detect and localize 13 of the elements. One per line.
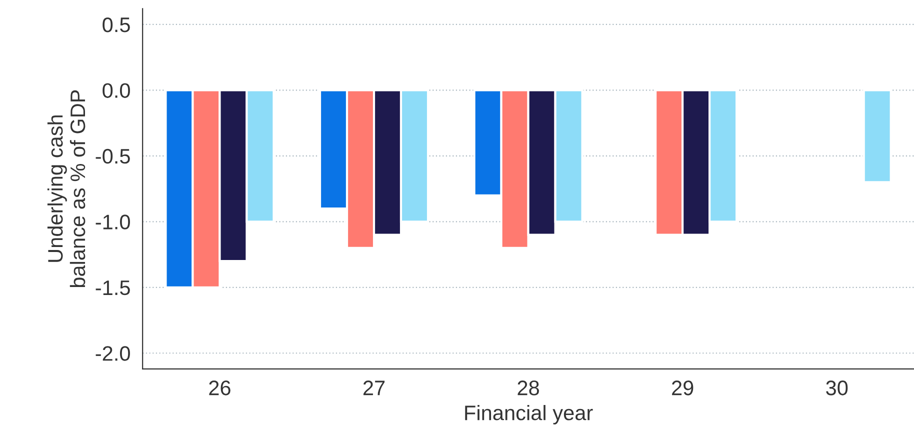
- x-tick-label: 30: [826, 380, 848, 396]
- y-tick-label: -2.0: [96, 346, 130, 361]
- x-tick-label: 28: [518, 380, 539, 396]
- x-axis-title: Financial year: [465, 404, 593, 424]
- y-tick-label: 0.0: [102, 83, 130, 98]
- x-tick-label: 29: [672, 380, 694, 396]
- y-tick-label: 0.5: [102, 17, 130, 32]
- x-tick-label: 26: [209, 380, 230, 396]
- y-tick-label: -1.0: [96, 214, 130, 230]
- x-tick-label: 27: [363, 380, 385, 396]
- y-axis-title: Underlying cash balance as % of GDP: [47, 90, 86, 288]
- y-tick-label: -0.5: [96, 148, 130, 164]
- y-tick-label: -1.5: [96, 280, 130, 296]
